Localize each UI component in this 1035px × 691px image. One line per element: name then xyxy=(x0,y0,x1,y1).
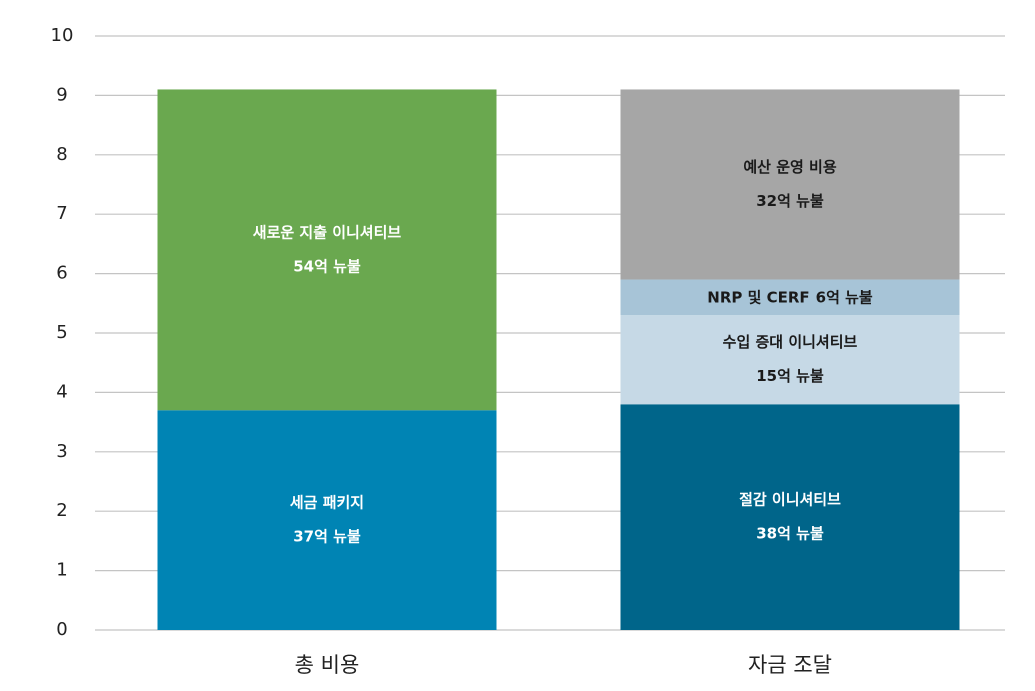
y-tick-label: 4 xyxy=(56,381,67,402)
y-tick-label: 7 xyxy=(56,203,67,224)
segment-value-label: 37억 뉴불 xyxy=(293,528,361,546)
y-tick-label: 8 xyxy=(56,144,67,165)
bar-segment xyxy=(157,410,497,630)
y-tick-label: 5 xyxy=(56,322,67,343)
x-tick-label: 자금 조달 xyxy=(748,653,832,677)
segment-name: 예산 운영 비용 xyxy=(743,158,836,176)
bar-segment xyxy=(620,279,960,316)
bar-segment xyxy=(620,315,960,405)
bar-segment xyxy=(620,404,960,630)
segment-name: 세금 패키지 xyxy=(290,494,364,512)
segment-name: NRP 및 CERF xyxy=(707,288,809,306)
x-tick-label: 총 비용 xyxy=(295,653,360,677)
y-tick-label: 10 xyxy=(51,25,74,46)
bar-segment xyxy=(620,89,960,280)
segment-value-label: 6억 뉴불 xyxy=(816,288,873,306)
y-tick-label: 2 xyxy=(56,500,67,521)
bar-segment xyxy=(157,89,497,411)
segment-label: NRP 및 CERF 6억 뉴불 xyxy=(707,288,873,306)
y-tick-label: 9 xyxy=(56,84,67,105)
y-tick-label: 0 xyxy=(56,619,67,640)
segment-name: 새로운 지출 이니셔티브 xyxy=(253,223,402,241)
segment-name: 절감 이니셔티브 xyxy=(739,491,841,509)
y-tick-label: 6 xyxy=(56,263,67,284)
segment-name: 수입 증대 이니셔티브 xyxy=(723,333,858,351)
segment-value-label: 32억 뉴불 xyxy=(756,192,824,210)
segment-value-label: 15억 뉴불 xyxy=(756,367,824,385)
segment-value-label: 38억 뉴불 xyxy=(756,525,824,543)
y-tick-label: 1 xyxy=(56,560,67,581)
segment-value-label: 54억 뉴불 xyxy=(293,257,361,275)
y-tick-label: 3 xyxy=(56,441,67,462)
